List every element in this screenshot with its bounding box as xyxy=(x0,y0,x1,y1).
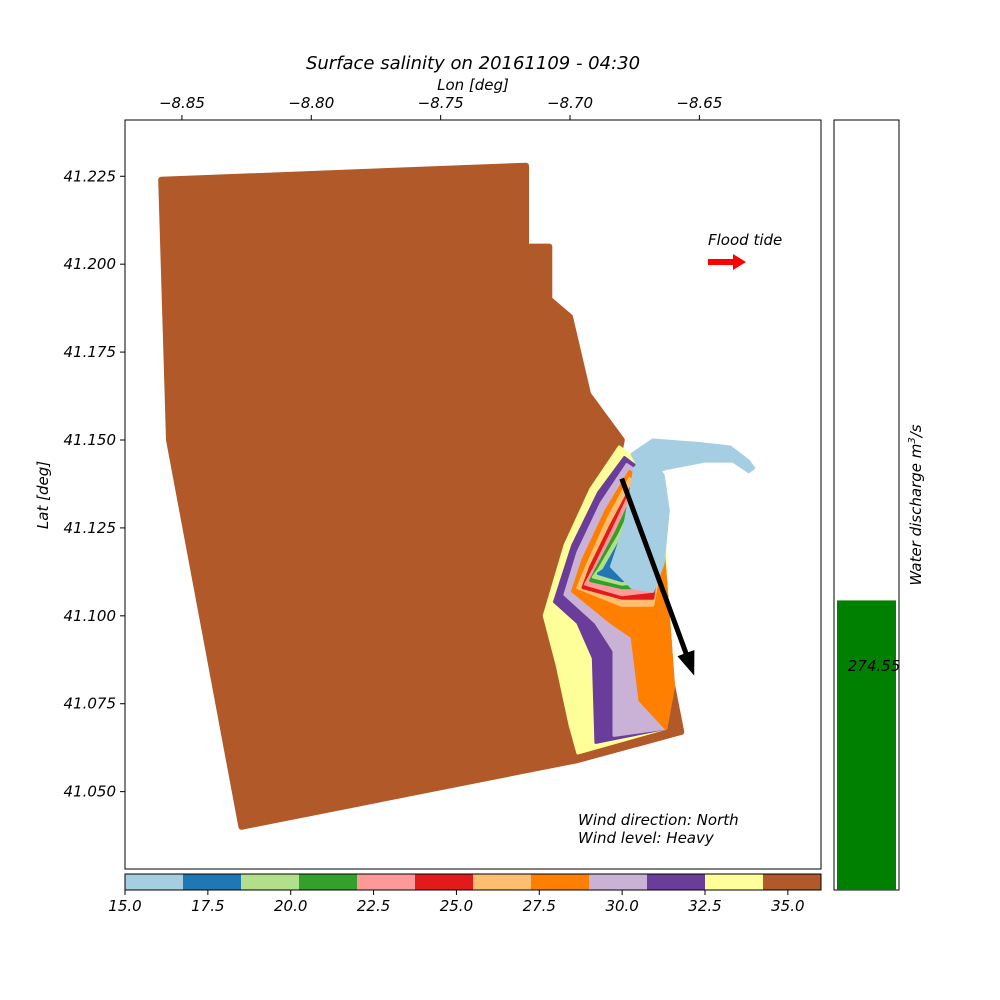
salinity-colorbar: 15.0 17.5 20.0 22.5 25.0 27.5 30.0 32.5 35.0 xyxy=(108,873,822,915)
discharge-label-tail: /s xyxy=(907,424,925,439)
flood-tide-arrow xyxy=(708,254,746,270)
y-tick-label-7: 41.225 xyxy=(64,167,117,185)
discharge-value-label: 274.55 xyxy=(848,657,901,675)
colorbar-segment-5 xyxy=(415,874,474,890)
colorbar-tick-label-2: 20.0 xyxy=(274,897,307,915)
chart-title: Surface salinity on 20161109 - 04:30 xyxy=(306,53,640,74)
colorbar-segment-0 xyxy=(125,874,184,890)
y-tick-label-6: 41.200 xyxy=(64,255,117,273)
map-overlay xyxy=(619,254,746,676)
discharge-label-text: Water discharge m xyxy=(907,444,925,586)
x-axis: −8.85 −8.80 −8.75 −8.70 −8.65 xyxy=(159,94,722,120)
y-tick-label-1: 41.075 xyxy=(64,695,117,713)
x-tick-label-0: −8.85 xyxy=(159,94,205,112)
wind-direction-label: Wind direction: North xyxy=(578,811,739,829)
discharge-axis-label: Water discharge m3/s xyxy=(907,424,925,585)
colorbar-segment-6 xyxy=(473,874,532,890)
colorbar-tick-label-6: 30.0 xyxy=(605,897,638,915)
y-tick-label-2: 41.100 xyxy=(64,607,117,625)
x-axis-label: Lon [deg] xyxy=(437,76,509,94)
colorbar-tick-label-7: 32.5 xyxy=(688,897,721,915)
discharge-bar xyxy=(837,600,896,890)
colorbar-segment-1 xyxy=(183,874,242,890)
colorbar-segment-11 xyxy=(763,874,822,890)
wind-level-label: Wind level: Heavy xyxy=(578,829,715,847)
colorbar-segment-7 xyxy=(531,874,590,890)
y-axis: 41.050 41.075 41.100 41.125 41.150 41.175 41.2… xyxy=(64,167,125,801)
y-axis-label: Lat [deg] xyxy=(34,461,52,529)
x-tick-label-4: −8.65 xyxy=(676,94,722,112)
colorbar-tick-label-3: 22.5 xyxy=(357,897,390,915)
colorbar-tick-label-5: 27.5 xyxy=(523,897,556,915)
colorbar-segment-10 xyxy=(705,874,764,890)
discharge-label-sup: 3 xyxy=(907,437,918,443)
x-tick-label-3: −8.70 xyxy=(547,94,593,112)
colorbar-tick-label-8: 35.0 xyxy=(771,897,804,915)
colorbar-segment-9 xyxy=(647,874,706,890)
plot-frame xyxy=(124,119,822,870)
y-tick-label-5: 41.175 xyxy=(64,343,117,361)
colorbar-frame xyxy=(124,873,822,891)
colorbar-tick-label-0: 15.0 xyxy=(108,897,141,915)
plume-layer-11 xyxy=(630,438,756,477)
colorbar-tick-label-1: 17.5 xyxy=(191,897,224,915)
colorbar-segment-3 xyxy=(299,874,358,890)
y-tick-label-4: 41.150 xyxy=(64,431,117,449)
wind-arrow xyxy=(619,477,695,676)
colorbar-segment-4 xyxy=(357,874,416,890)
y-tick-label-3: 41.125 xyxy=(64,519,117,537)
x-tick-label-1: −8.80 xyxy=(288,94,334,112)
colorbar-segment-2 xyxy=(241,874,300,890)
flood-tide-label: Flood tide xyxy=(708,231,782,249)
map-plot-area xyxy=(124,119,822,870)
colorbar-tick-label-4: 25.0 xyxy=(440,897,473,915)
colorbar-segment-8 xyxy=(589,874,648,890)
x-tick-label-2: −8.75 xyxy=(418,94,464,112)
y-tick-label-0: 41.050 xyxy=(64,783,117,801)
discharge-panel xyxy=(833,119,900,891)
